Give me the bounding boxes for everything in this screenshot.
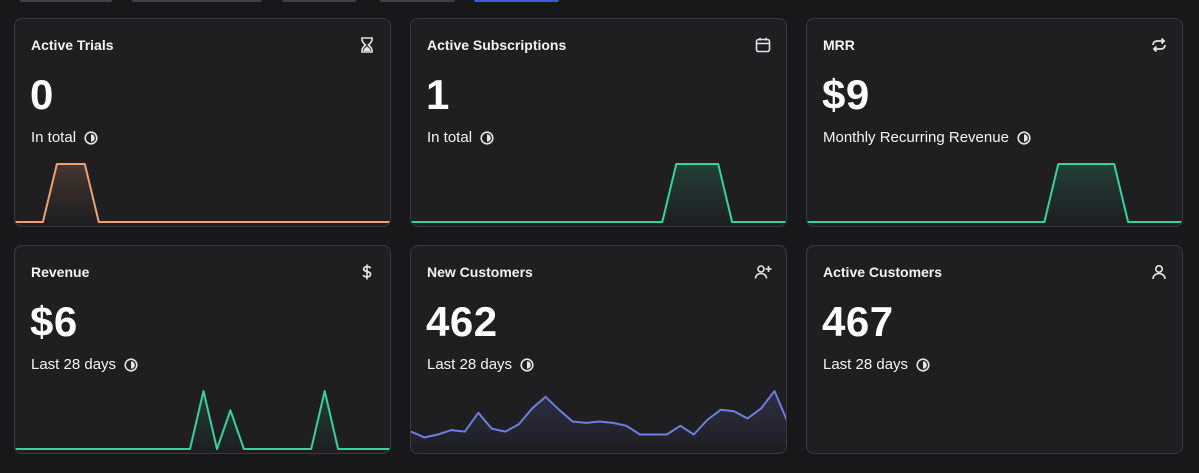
sparkline-area [15, 391, 390, 449]
card-subtitle-row: Last 28 days [823, 356, 930, 373]
sparkline-chart [411, 163, 786, 223]
card-value: 467 [822, 298, 894, 345]
tab-stub[interactable] [380, 0, 455, 2]
card-title: MRR [823, 37, 855, 53]
card-value: $9 [822, 71, 870, 118]
sparkline-line [411, 390, 786, 439]
sparkline-line [15, 390, 390, 450]
user-icon [1152, 264, 1166, 280]
info-icon[interactable] [84, 130, 98, 145]
card-mrr[interactable]: MRR $9 Monthly Recurring Revenue [806, 18, 1183, 227]
info-icon[interactable] [480, 130, 494, 145]
card-new-customers[interactable]: New Customers 462 Last 28 days [410, 245, 787, 454]
tab-stub[interactable] [20, 0, 112, 2]
card-subtitle-row: In total [31, 129, 98, 146]
sparkline-chart [15, 390, 390, 450]
card-subtitle: Monthly Recurring Revenue [823, 129, 1009, 146]
sparkline-chart [15, 163, 390, 223]
card-title: Active Customers [823, 264, 943, 280]
sparkline-area [411, 391, 786, 449]
card-active-trials[interactable]: Active Trials 0 In total [14, 18, 391, 227]
card-subtitle: Last 28 days [823, 356, 909, 373]
card-active-customers[interactable]: Active Customers 467 Last 28 days [806, 245, 1183, 454]
card-subtitle-row: In total [427, 129, 494, 146]
card-value: 1 [426, 71, 450, 118]
card-title: Active Subscriptions [427, 37, 567, 53]
card-revenue[interactable]: Revenue $6 Last 28 days [14, 245, 391, 454]
dollar-icon [362, 264, 372, 280]
tab-stub[interactable] [282, 0, 356, 2]
card-subtitle: In total [31, 129, 77, 146]
sparkline-line [807, 163, 1182, 223]
sparkline-area [15, 164, 390, 222]
card-subtitle-row: Monthly Recurring Revenue [823, 129, 1031, 146]
card-active-subscriptions[interactable]: Active Subscriptions 1 In total [410, 18, 787, 227]
card-title: Active Trials [31, 37, 114, 53]
info-icon[interactable] [124, 357, 138, 372]
tab-stub-active[interactable] [474, 0, 559, 2]
card-subtitle-row: Last 28 days [427, 356, 534, 373]
card-value: $6 [30, 298, 78, 345]
user-plus-icon [754, 265, 772, 279]
info-icon[interactable] [916, 357, 930, 372]
refresh-icon [1152, 37, 1166, 53]
sparkline-line [411, 163, 786, 223]
card-subtitle: Last 28 days [427, 356, 513, 373]
card-subtitle: In total [427, 129, 473, 146]
card-title: New Customers [427, 264, 533, 280]
card-subtitle-row: Last 28 days [31, 356, 138, 373]
card-title: Revenue [31, 264, 90, 280]
info-icon[interactable] [520, 357, 534, 372]
calendar-icon [755, 37, 771, 53]
sparkline-chart [807, 163, 1182, 223]
sparkline-area [807, 164, 1182, 222]
tab-strip [0, 0, 1199, 4]
tab-stub[interactable] [132, 0, 262, 2]
sparkline-chart [807, 383, 1183, 453]
card-value: 0 [30, 71, 54, 118]
sparkline-line [15, 163, 390, 223]
sparkline-chart [411, 390, 786, 449]
card-subtitle: Last 28 days [31, 356, 117, 373]
sparkline-area [411, 164, 786, 222]
info-icon[interactable] [1017, 130, 1031, 145]
card-value: 462 [426, 298, 498, 345]
hourglass-icon [361, 37, 373, 53]
